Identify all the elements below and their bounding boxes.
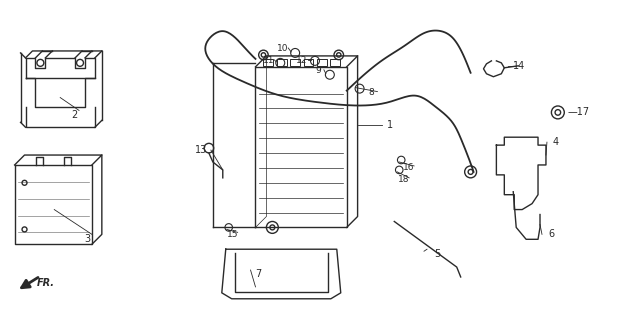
Text: 6: 6 <box>548 229 554 239</box>
Text: 12: 12 <box>296 56 308 65</box>
Text: 9: 9 <box>315 66 321 75</box>
Text: FR.: FR. <box>36 278 54 288</box>
Text: 1: 1 <box>388 120 394 130</box>
Text: 3: 3 <box>84 234 90 244</box>
Text: —17: —17 <box>568 108 590 117</box>
Text: 10: 10 <box>276 44 288 53</box>
Text: 7: 7 <box>255 269 261 279</box>
Bar <box>277 60 286 66</box>
Text: 13: 13 <box>195 145 207 155</box>
Text: 4: 4 <box>553 137 559 147</box>
Bar <box>290 60 300 66</box>
Text: 15: 15 <box>227 230 238 239</box>
Text: 18: 18 <box>399 175 410 184</box>
Text: 2: 2 <box>71 110 77 120</box>
Text: 14: 14 <box>513 61 525 71</box>
Bar <box>263 60 273 66</box>
Bar <box>317 60 327 66</box>
Bar <box>303 60 313 66</box>
Text: 8: 8 <box>369 88 374 97</box>
Text: 11: 11 <box>263 56 274 65</box>
Bar <box>330 60 340 66</box>
Text: 5: 5 <box>434 249 440 259</box>
Text: 16: 16 <box>403 164 415 172</box>
